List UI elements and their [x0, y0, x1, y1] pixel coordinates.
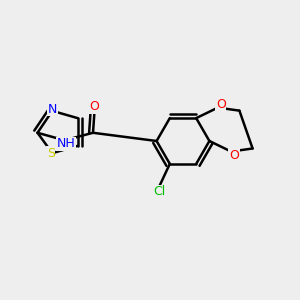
- Text: N: N: [48, 103, 57, 116]
- Text: O: O: [229, 148, 239, 162]
- Text: O: O: [216, 98, 226, 110]
- Text: NH: NH: [57, 137, 75, 150]
- Text: O: O: [90, 100, 100, 113]
- Text: S: S: [47, 147, 55, 160]
- Text: Cl: Cl: [153, 185, 165, 198]
